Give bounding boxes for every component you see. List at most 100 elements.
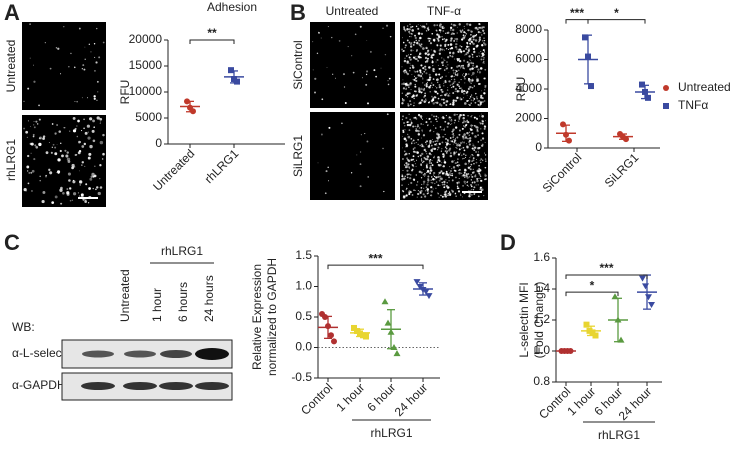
micrograph-speck xyxy=(421,143,423,146)
micrograph-speck xyxy=(412,141,413,142)
micrograph-speck xyxy=(366,140,369,143)
micrograph-speck xyxy=(428,117,431,120)
data-point xyxy=(582,34,588,41)
y-axis-label: RFU xyxy=(118,80,132,105)
micrograph-speck xyxy=(406,157,409,160)
micrograph-speck xyxy=(445,184,449,188)
micrograph-speck xyxy=(453,78,456,81)
micrograph-speck xyxy=(427,53,430,56)
micrograph-speck xyxy=(99,164,102,167)
micrograph-speck xyxy=(408,86,410,88)
micrograph-speck xyxy=(444,43,447,46)
micrograph-speck xyxy=(433,131,435,133)
micrograph-speck xyxy=(442,135,445,138)
micrograph-speck xyxy=(474,39,478,42)
micrograph-speck xyxy=(451,168,453,170)
micrograph-speck xyxy=(456,143,459,147)
micrograph-speck xyxy=(27,182,30,185)
micrograph-speck xyxy=(484,154,487,156)
micrograph-speck xyxy=(436,87,438,89)
micrograph-speck xyxy=(450,68,452,70)
micrograph-speck xyxy=(417,55,421,58)
micrograph-speck xyxy=(413,97,415,100)
micrograph-speck xyxy=(413,116,416,119)
micrograph-speck xyxy=(409,23,411,25)
micrograph-speck xyxy=(406,133,409,136)
micrograph-speck xyxy=(473,116,476,119)
lane-label: 24 hours xyxy=(202,275,216,322)
micrograph-speck xyxy=(442,153,445,156)
micrograph-speck xyxy=(460,99,463,101)
micrograph-speck xyxy=(420,159,423,161)
micrograph-speck xyxy=(456,183,459,185)
micrograph-speck xyxy=(456,58,459,60)
micrograph-speck xyxy=(470,82,472,85)
micrograph-speck xyxy=(481,44,484,47)
micrograph-speck xyxy=(428,101,430,104)
micrograph-speck xyxy=(421,145,424,148)
micrograph-speck xyxy=(461,127,464,130)
micrograph-speck xyxy=(453,75,455,77)
micrograph-speck xyxy=(484,158,487,160)
micrograph-speck xyxy=(468,39,471,42)
micrograph-speck xyxy=(401,92,404,95)
micrograph-speck xyxy=(432,78,435,80)
micrograph-speck xyxy=(464,73,468,76)
y-tick-label: 0.0 xyxy=(295,340,312,354)
micrograph-speck xyxy=(443,38,446,40)
micrograph-speck xyxy=(460,79,462,81)
y-tick-label: 4000 xyxy=(515,81,542,95)
micrograph-speck xyxy=(467,87,470,90)
micrograph-speck xyxy=(472,96,474,98)
image-row-label: SiLRG1 xyxy=(291,135,305,177)
micrograph-speck xyxy=(426,163,428,166)
micrograph-speck xyxy=(56,170,61,174)
micrograph-speck xyxy=(83,142,87,146)
micrograph-speck xyxy=(471,171,474,174)
micrograph-speck xyxy=(408,41,411,44)
micrograph-speck xyxy=(407,120,410,124)
micrograph-speck xyxy=(473,186,476,189)
micrograph-speck xyxy=(33,80,36,83)
micrograph-speck xyxy=(476,96,478,98)
micrograph-speck xyxy=(471,54,474,56)
micrograph-speck xyxy=(475,174,477,176)
blot-band xyxy=(159,382,193,390)
micrograph-speck xyxy=(436,139,439,143)
micrograph-speck xyxy=(406,158,409,161)
micrograph-speck xyxy=(459,29,462,32)
micrograph-speck xyxy=(419,71,422,74)
micrograph-speck xyxy=(471,147,474,150)
micrograph-speck xyxy=(444,93,447,97)
micrograph-speck xyxy=(404,44,407,47)
micrograph-speck xyxy=(481,122,484,125)
micrograph-speck xyxy=(421,161,424,164)
micrograph-speck xyxy=(435,187,437,189)
micrograph-speck xyxy=(426,27,429,30)
micrograph-speck xyxy=(462,185,464,187)
y-tick-label: 1.4 xyxy=(533,281,550,295)
micrograph-speck xyxy=(456,90,459,93)
micrograph-speck xyxy=(450,33,453,35)
micrograph-speck xyxy=(33,124,35,126)
micrograph-speck xyxy=(484,52,486,54)
micrograph-speck xyxy=(460,67,461,69)
micrograph-speck xyxy=(445,104,448,106)
micrograph-speck xyxy=(479,103,482,106)
micrograph-speck xyxy=(99,186,103,189)
micrograph-speck xyxy=(478,121,480,123)
micrograph-speck xyxy=(429,169,433,172)
micrograph-speck xyxy=(415,129,418,132)
micrograph-speck xyxy=(414,90,417,93)
micrograph-speck xyxy=(413,75,416,77)
micrograph-speck xyxy=(438,157,440,159)
micrograph-speck xyxy=(446,150,449,152)
micrograph-speck xyxy=(87,156,91,160)
y-tick-label: 0.8 xyxy=(533,374,550,388)
micrograph-speck xyxy=(468,192,472,196)
micrograph-speck xyxy=(369,50,372,53)
micrograph-speck xyxy=(432,84,435,86)
micrograph-speck xyxy=(474,175,477,178)
micrograph-speck xyxy=(452,82,455,85)
micrograph-speck xyxy=(431,95,433,98)
